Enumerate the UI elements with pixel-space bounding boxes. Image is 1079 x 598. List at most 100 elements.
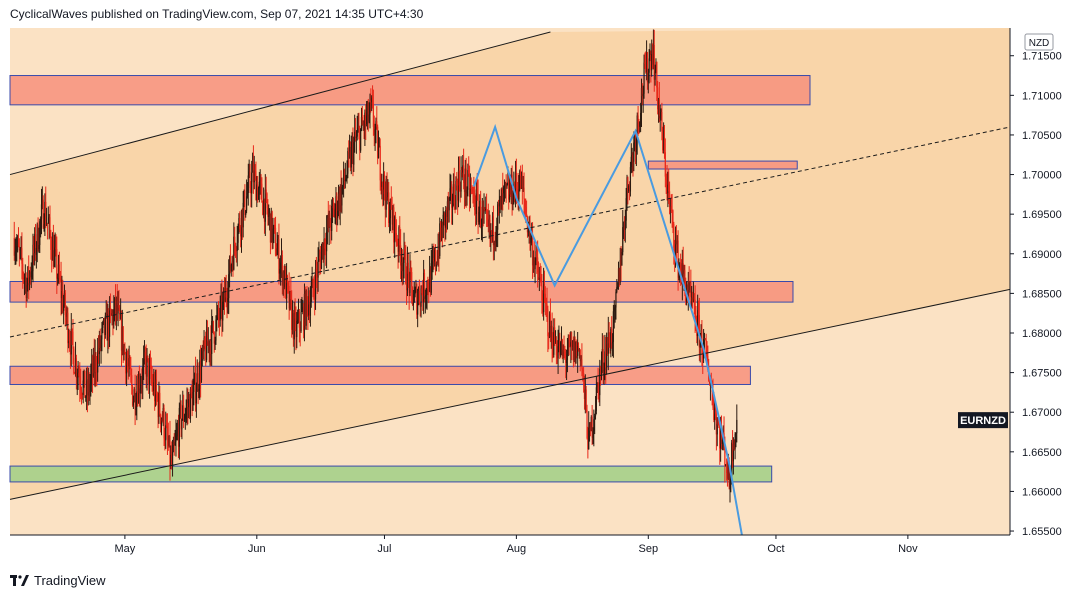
candle-body xyxy=(521,175,523,189)
candle-body xyxy=(111,313,113,316)
candle-body xyxy=(350,146,352,168)
candle-body xyxy=(394,217,396,243)
candle-body xyxy=(655,61,657,72)
candle-body xyxy=(348,150,351,152)
candle-body xyxy=(55,247,57,250)
candle-body xyxy=(567,339,569,355)
candle-body xyxy=(365,115,368,124)
candle-body xyxy=(249,171,251,189)
candle-body xyxy=(17,239,19,246)
candle-body xyxy=(142,366,144,385)
candle-body xyxy=(605,344,608,368)
candle-body xyxy=(230,264,232,272)
candle-body xyxy=(46,223,49,225)
candle-body xyxy=(481,206,483,227)
candle-body xyxy=(268,215,270,217)
candle-body xyxy=(100,339,102,349)
candle-body xyxy=(59,278,61,280)
candle-body xyxy=(173,442,175,446)
candle-body xyxy=(434,250,436,262)
candle-body xyxy=(578,349,580,351)
candle-body xyxy=(50,233,52,250)
candle-body xyxy=(44,201,46,225)
candle-body xyxy=(574,339,576,364)
candle-body xyxy=(706,355,708,357)
candle-body xyxy=(503,184,506,188)
candle-body xyxy=(49,217,51,234)
candle-body xyxy=(473,190,475,194)
candle-body xyxy=(449,188,451,198)
candle-body xyxy=(665,176,667,181)
candle-body xyxy=(373,126,375,136)
candle-body xyxy=(613,308,615,312)
candle-body xyxy=(546,303,548,310)
candle-body xyxy=(24,277,26,279)
candle-body xyxy=(587,437,589,450)
candle-body xyxy=(583,373,585,378)
candle-body xyxy=(594,410,597,417)
candle-body xyxy=(270,211,272,243)
candle-body xyxy=(382,181,384,190)
candle-body xyxy=(697,310,700,316)
candle-body xyxy=(617,268,620,287)
candle-body xyxy=(307,300,309,316)
candle-body xyxy=(422,293,424,302)
candle-body xyxy=(369,100,371,115)
candle-body xyxy=(25,277,27,299)
candle-body xyxy=(116,298,118,314)
candle-body xyxy=(638,122,640,127)
candle-body xyxy=(227,298,229,303)
candle-body xyxy=(520,175,523,189)
candle-body xyxy=(83,370,85,381)
candle-body xyxy=(66,312,68,317)
candle-body xyxy=(389,198,392,219)
candle-body xyxy=(595,387,597,411)
candle-body xyxy=(155,379,157,395)
candle-body xyxy=(87,379,89,396)
candle-body xyxy=(452,184,455,205)
candle-body xyxy=(48,217,50,223)
candle-body xyxy=(137,378,140,404)
candle-body xyxy=(463,182,466,193)
candle-body xyxy=(294,313,296,319)
candle-body xyxy=(403,247,405,263)
candle-body xyxy=(684,270,686,286)
candle-body xyxy=(592,431,594,438)
candle-body xyxy=(88,379,90,393)
candle-body xyxy=(110,310,112,316)
candle-body xyxy=(531,236,533,238)
candle-body xyxy=(185,408,187,416)
candle-body xyxy=(443,212,445,215)
candle-body xyxy=(399,227,401,246)
candle-body xyxy=(625,198,627,221)
candle-body xyxy=(357,127,359,132)
candle-body xyxy=(259,180,261,182)
candle-body xyxy=(600,368,602,372)
resistance-zone-0 xyxy=(9,75,811,106)
candle-body xyxy=(351,142,353,147)
candle-body xyxy=(466,189,468,194)
candle-body xyxy=(525,214,528,217)
candle-body xyxy=(451,186,453,208)
candle-body xyxy=(454,203,456,210)
candle-body xyxy=(312,279,314,289)
candle-body xyxy=(159,392,161,415)
candle-body xyxy=(124,346,126,354)
candle-body xyxy=(516,188,518,190)
candle-body xyxy=(407,262,409,274)
price-tick-label: 1.70000 xyxy=(1022,170,1062,182)
candle-body xyxy=(235,250,237,252)
candle-body xyxy=(212,320,215,333)
candle-body xyxy=(160,414,162,425)
candle-body xyxy=(203,337,205,352)
candle-body xyxy=(457,185,459,201)
candle-body xyxy=(524,199,526,207)
candle-body xyxy=(464,168,466,193)
candle-body xyxy=(712,391,714,408)
tradingview-footer[interactable]: TradingView xyxy=(10,573,106,588)
time-tick-label: Jun xyxy=(248,543,266,555)
candle-body xyxy=(601,348,603,362)
candle-body xyxy=(122,326,124,355)
candle-body xyxy=(565,359,568,363)
